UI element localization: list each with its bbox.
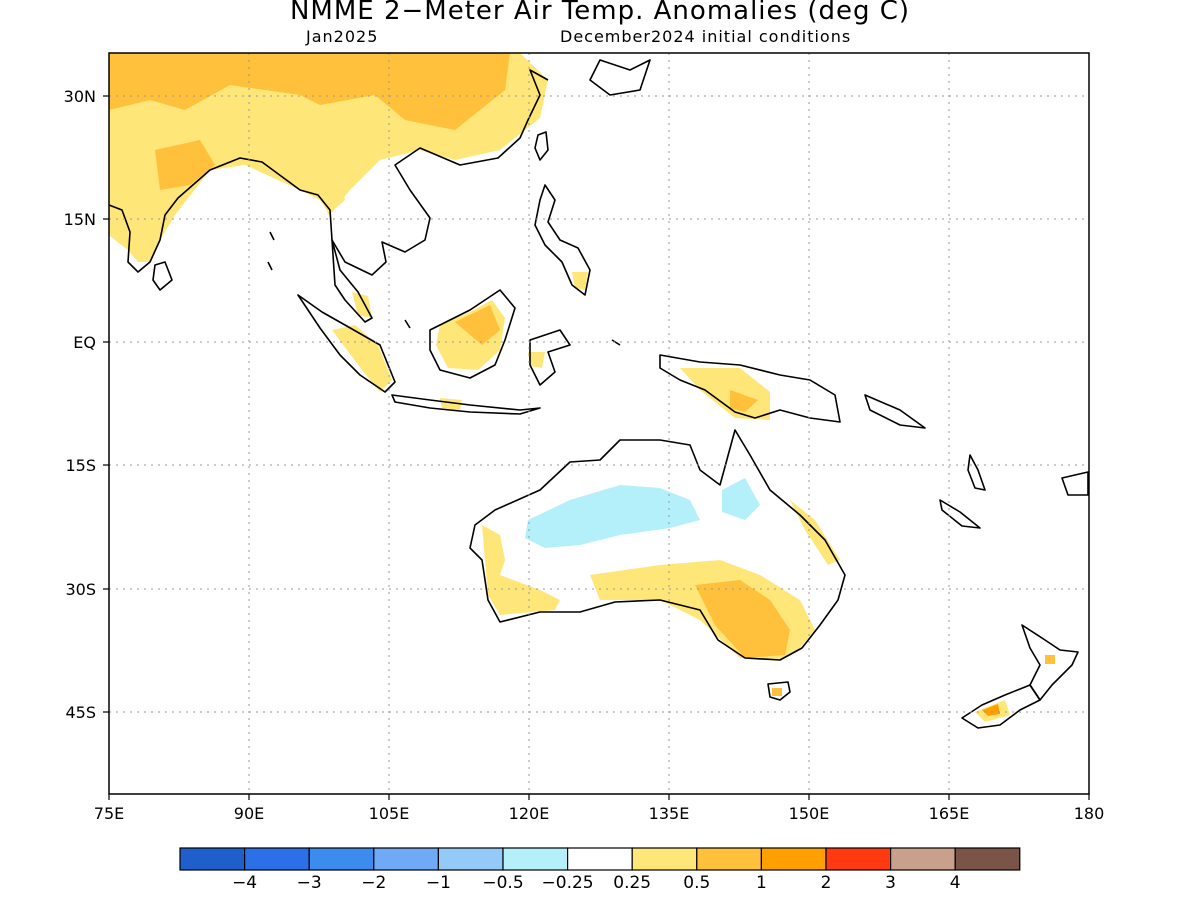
colorbar-label: −3	[297, 873, 322, 893]
lon-tick-label: 120E	[509, 804, 550, 823]
colorbar-swatch	[889, 847, 956, 871]
map-title: NMME 2−Meter Air Temp. Anomalies (deg C)	[289, 0, 911, 26]
java-coastline	[391, 394, 541, 415]
lat-tick-label: 15S	[65, 456, 96, 475]
lon-tick-label: 165E	[929, 804, 970, 823]
java-warm-patch	[440, 398, 462, 410]
colorbar-swatch	[825, 847, 892, 871]
colorbar-swatch	[437, 847, 504, 871]
vanuatu-coastline	[967, 454, 986, 491]
solomon-islands-coastline	[864, 394, 926, 429]
grid-lines	[109, 53, 1089, 794]
new-zealand-north-warm	[1045, 655, 1055, 664]
lon-tick-label: 105E	[369, 804, 410, 823]
lat-tick-label: 30S	[65, 580, 96, 599]
japan-coastline	[589, 59, 651, 96]
taiwan-coastline	[534, 131, 549, 161]
tasmania-warm	[772, 688, 782, 696]
colorbar-label: 4	[950, 873, 961, 893]
new-guinea-moderate-patch	[730, 390, 758, 412]
colorbar-label: 3	[885, 873, 896, 893]
initial-conditions-label: December2024 initial conditions	[560, 27, 852, 46]
new-zealand-south-coastline	[961, 684, 1041, 729]
new-zealand-south-moderate	[982, 704, 1000, 716]
sumatra-coastline	[297, 294, 396, 393]
malaysia-warm-patch	[352, 292, 372, 318]
borneo-coastline	[429, 289, 516, 379]
tasmania-coastline	[767, 681, 791, 701]
new-guinea-coastline	[659, 354, 841, 423]
colorbar-label: 1	[756, 873, 767, 893]
colorbar-label: −4	[232, 873, 257, 893]
map-canvas	[109, 53, 1089, 794]
lat-tick-label: 45S	[65, 703, 96, 722]
borneo-moderate-patch	[455, 305, 500, 345]
lon-tick-label: 180	[1074, 804, 1105, 823]
colorbar-swatch	[308, 847, 375, 871]
colorbar-label: −0.25	[542, 873, 594, 893]
australia-west-warm	[482, 525, 560, 615]
philippines-warm-patch	[572, 272, 588, 290]
northern-australia-cool	[525, 485, 700, 548]
malay-peninsula-coastline	[331, 239, 373, 323]
sumatra-andaman-islands	[267, 231, 621, 346]
map-frame	[108, 52, 1090, 795]
lon-tick-label: 75E	[94, 804, 124, 823]
sulawesi-warm-patch	[528, 352, 545, 368]
colorbar-swatch	[954, 847, 1021, 871]
colorbar-swatch	[373, 847, 439, 871]
colorbar-swatch	[179, 847, 246, 871]
latitude-labels: 30N 15N EQ 15S 30S 45S	[64, 87, 96, 722]
new-caledonia-coastline	[939, 499, 981, 529]
colorbar-swatch	[696, 847, 762, 871]
asia-coastline	[109, 69, 549, 276]
colorbar-label: −2	[361, 873, 386, 893]
colorbar-swatch	[566, 847, 633, 871]
colorbar: −4 −3 −2 −1 −0.5 −0.25 0.25 0.5 1 2 3 4	[179, 847, 1021, 893]
colorbar-label: −0.5	[482, 873, 523, 893]
sri-lanka-coastline	[152, 261, 173, 291]
colorbar-swatch	[760, 847, 827, 871]
colorbar-label: 2	[821, 873, 832, 893]
new-zealand-north-coastline	[1021, 624, 1079, 701]
colorbar-swatch	[631, 847, 698, 871]
colorbar-label: −1	[426, 873, 451, 893]
lon-tick-label: 90E	[234, 804, 264, 823]
india-warm-patch	[155, 140, 215, 190]
lon-tick-label: 135E	[649, 804, 690, 823]
australia-southeast-moderate	[695, 580, 790, 658]
lat-tick-label: EQ	[73, 333, 96, 352]
lat-tick-label: 30N	[64, 87, 96, 106]
cape-york-cool	[722, 478, 760, 520]
tick-marks	[103, 95, 1090, 800]
colorbar-swatch	[244, 847, 310, 871]
colorbar-label: 0.5	[683, 873, 710, 893]
coastlines	[109, 59, 1089, 729]
queensland-coast-warm	[790, 500, 840, 565]
asia-moderate-shading	[109, 53, 510, 130]
lat-tick-label: 15N	[64, 210, 96, 229]
sulawesi-coastline	[529, 329, 571, 386]
philippines-coastline	[534, 184, 591, 296]
colorbar-swatch	[502, 847, 569, 871]
lon-tick-label: 150E	[789, 804, 830, 823]
fiji-coastline	[1061, 471, 1089, 496]
colorbar-label: 0.25	[613, 873, 651, 893]
longitude-labels: 75E 90E 105E 120E 135E 150E 165E 180	[94, 804, 1105, 823]
australia-coastline	[469, 429, 846, 661]
forecast-month: Jan2025	[306, 27, 379, 46]
